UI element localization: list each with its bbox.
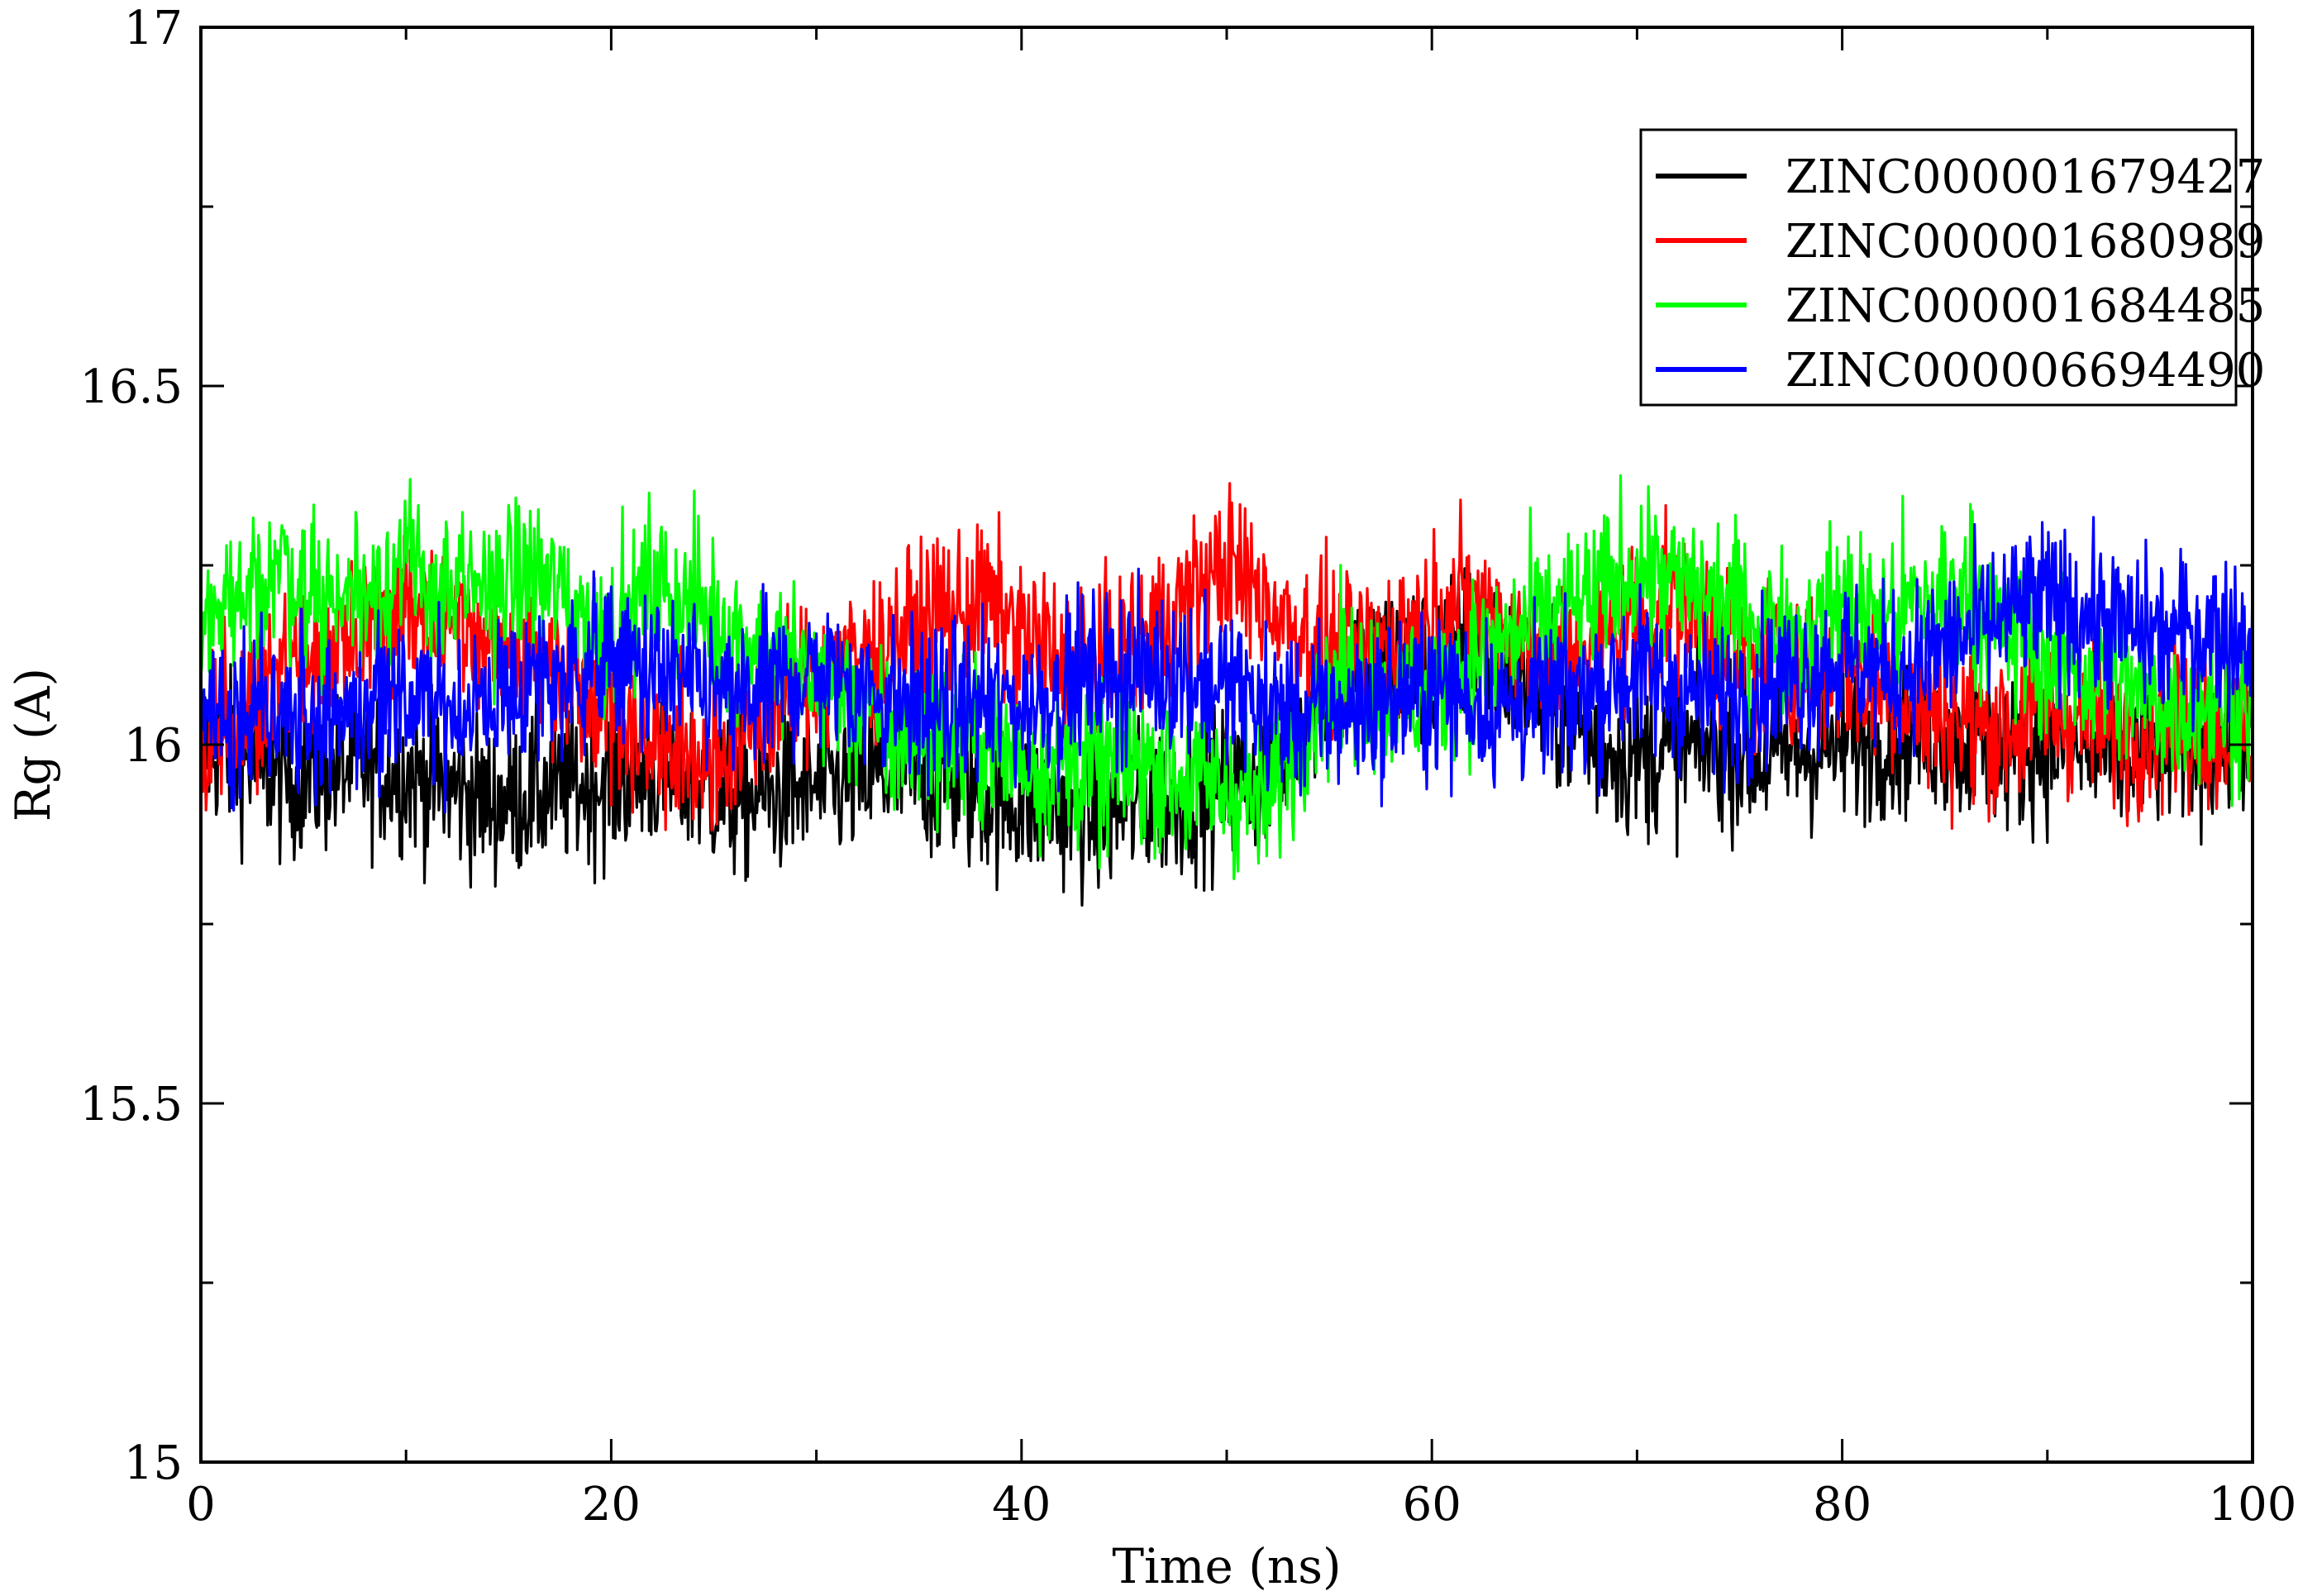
legend: ZINC000001679427 ZINC000001680989 ZINC0000… bbox=[1639, 128, 2265, 407]
x-tick-label: 100 bbox=[2209, 1478, 2297, 1532]
series-line-ZINC000001684485 bbox=[199, 474, 2254, 880]
series-line-ZINC000006694490 bbox=[199, 516, 2254, 814]
y-tick-label: 16.5 bbox=[79, 360, 183, 414]
legend-label: ZINC000001684485 bbox=[1785, 279, 2265, 333]
x-tick-label: 20 bbox=[582, 1478, 641, 1532]
series-lines bbox=[199, 474, 2254, 907]
y-tick-label: 15.5 bbox=[79, 1078, 183, 1131]
legend-entries: ZINC000001679427 ZINC000001680989 ZINC0000… bbox=[1656, 150, 2265, 398]
x-tick-label: 0 bbox=[186, 1478, 216, 1532]
legend-label: ZINC000006694490 bbox=[1785, 344, 2265, 398]
y-axis-label: Rg (A) bbox=[5, 668, 61, 822]
y-tick-label: 15 bbox=[124, 1436, 183, 1490]
y-tick-label: 16 bbox=[124, 719, 183, 773]
axis-ticks bbox=[199, 26, 2254, 1464]
x-tick-label: 40 bbox=[992, 1478, 1051, 1532]
legend-label: ZINC000001680989 bbox=[1785, 215, 2265, 269]
legend-label: ZINC000001679427 bbox=[1785, 150, 2265, 204]
x-axis-label: Time (ns) bbox=[1112, 1538, 1341, 1594]
axis-tick-labels: 0 20 40 60 80 100 15 15.5 16 16.5 17 bbox=[79, 2, 2296, 1532]
y-tick-label: 17 bbox=[124, 2, 183, 55]
x-tick-label: 60 bbox=[1403, 1478, 1461, 1532]
x-tick-label: 80 bbox=[1813, 1478, 1871, 1532]
